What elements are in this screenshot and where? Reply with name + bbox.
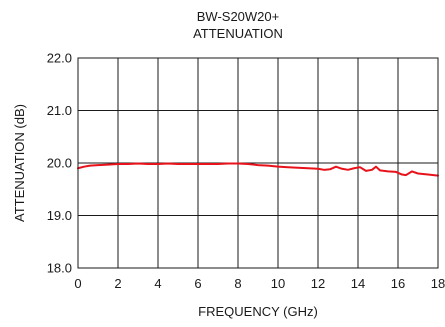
- grid-lines: [78, 58, 438, 268]
- plot-frame: [77, 57, 439, 269]
- x-tick-label: 6: [194, 276, 201, 291]
- x-axis-label: FREQUENCY (GHz): [198, 304, 318, 319]
- x-tick-label: 8: [234, 276, 241, 291]
- y-tick-label: 18.0: [47, 261, 72, 276]
- y-tick-label: 22.0: [47, 51, 72, 66]
- y-tick-label: 21.0: [47, 103, 72, 118]
- series-layer: [77, 162, 439, 177]
- y-axis-label: ATTENUATION (dB): [12, 104, 27, 222]
- attenuation-series-line: [77, 162, 439, 177]
- x-tick-label: 16: [391, 276, 405, 291]
- y-tick-label: 20.0: [47, 156, 72, 171]
- x-tick-label: 14: [351, 276, 365, 291]
- tick-labels: 0 2 4 6 8 10 12 14 16 18 18.0 19.0 20.0 21.0 22.0: [47, 51, 445, 292]
- x-tick-label: 4: [154, 276, 161, 291]
- x-tick-label: 12: [311, 276, 325, 291]
- x-tick-label: 0: [74, 276, 81, 291]
- chart-subtitle: ATTENUATION: [193, 26, 283, 41]
- x-tick-label: 18: [431, 276, 445, 291]
- x-tick-label: 10: [271, 276, 285, 291]
- chart-title: BW-S20W20+: [197, 9, 280, 24]
- y-tick-label: 19.0: [47, 208, 72, 223]
- x-tick-label: 2: [114, 276, 121, 291]
